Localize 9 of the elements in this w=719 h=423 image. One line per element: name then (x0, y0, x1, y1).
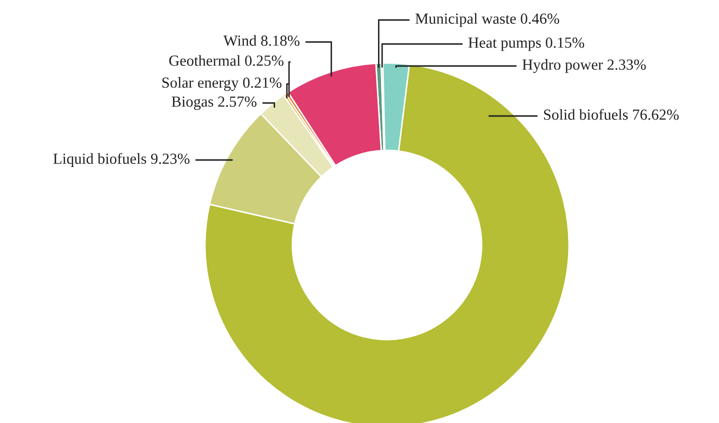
slice-label: Solar energy 0.21% (162, 77, 282, 91)
slice-label: Heat pumps 0.15% (468, 38, 584, 51)
slice-label: Wind 8.18% (223, 35, 300, 46)
slice-label: Geothermal 0.25% (169, 55, 284, 66)
slice-label: Biogas 2.57% (172, 96, 256, 110)
slice-label: Solid biofuels 76.62% (544, 108, 679, 120)
slice-label: Liquid biofuels 9.23% (53, 152, 190, 168)
slice-label: Hydro power 2.33% (522, 59, 646, 73)
slice-label: Municipal waste 0.46% (415, 13, 560, 27)
